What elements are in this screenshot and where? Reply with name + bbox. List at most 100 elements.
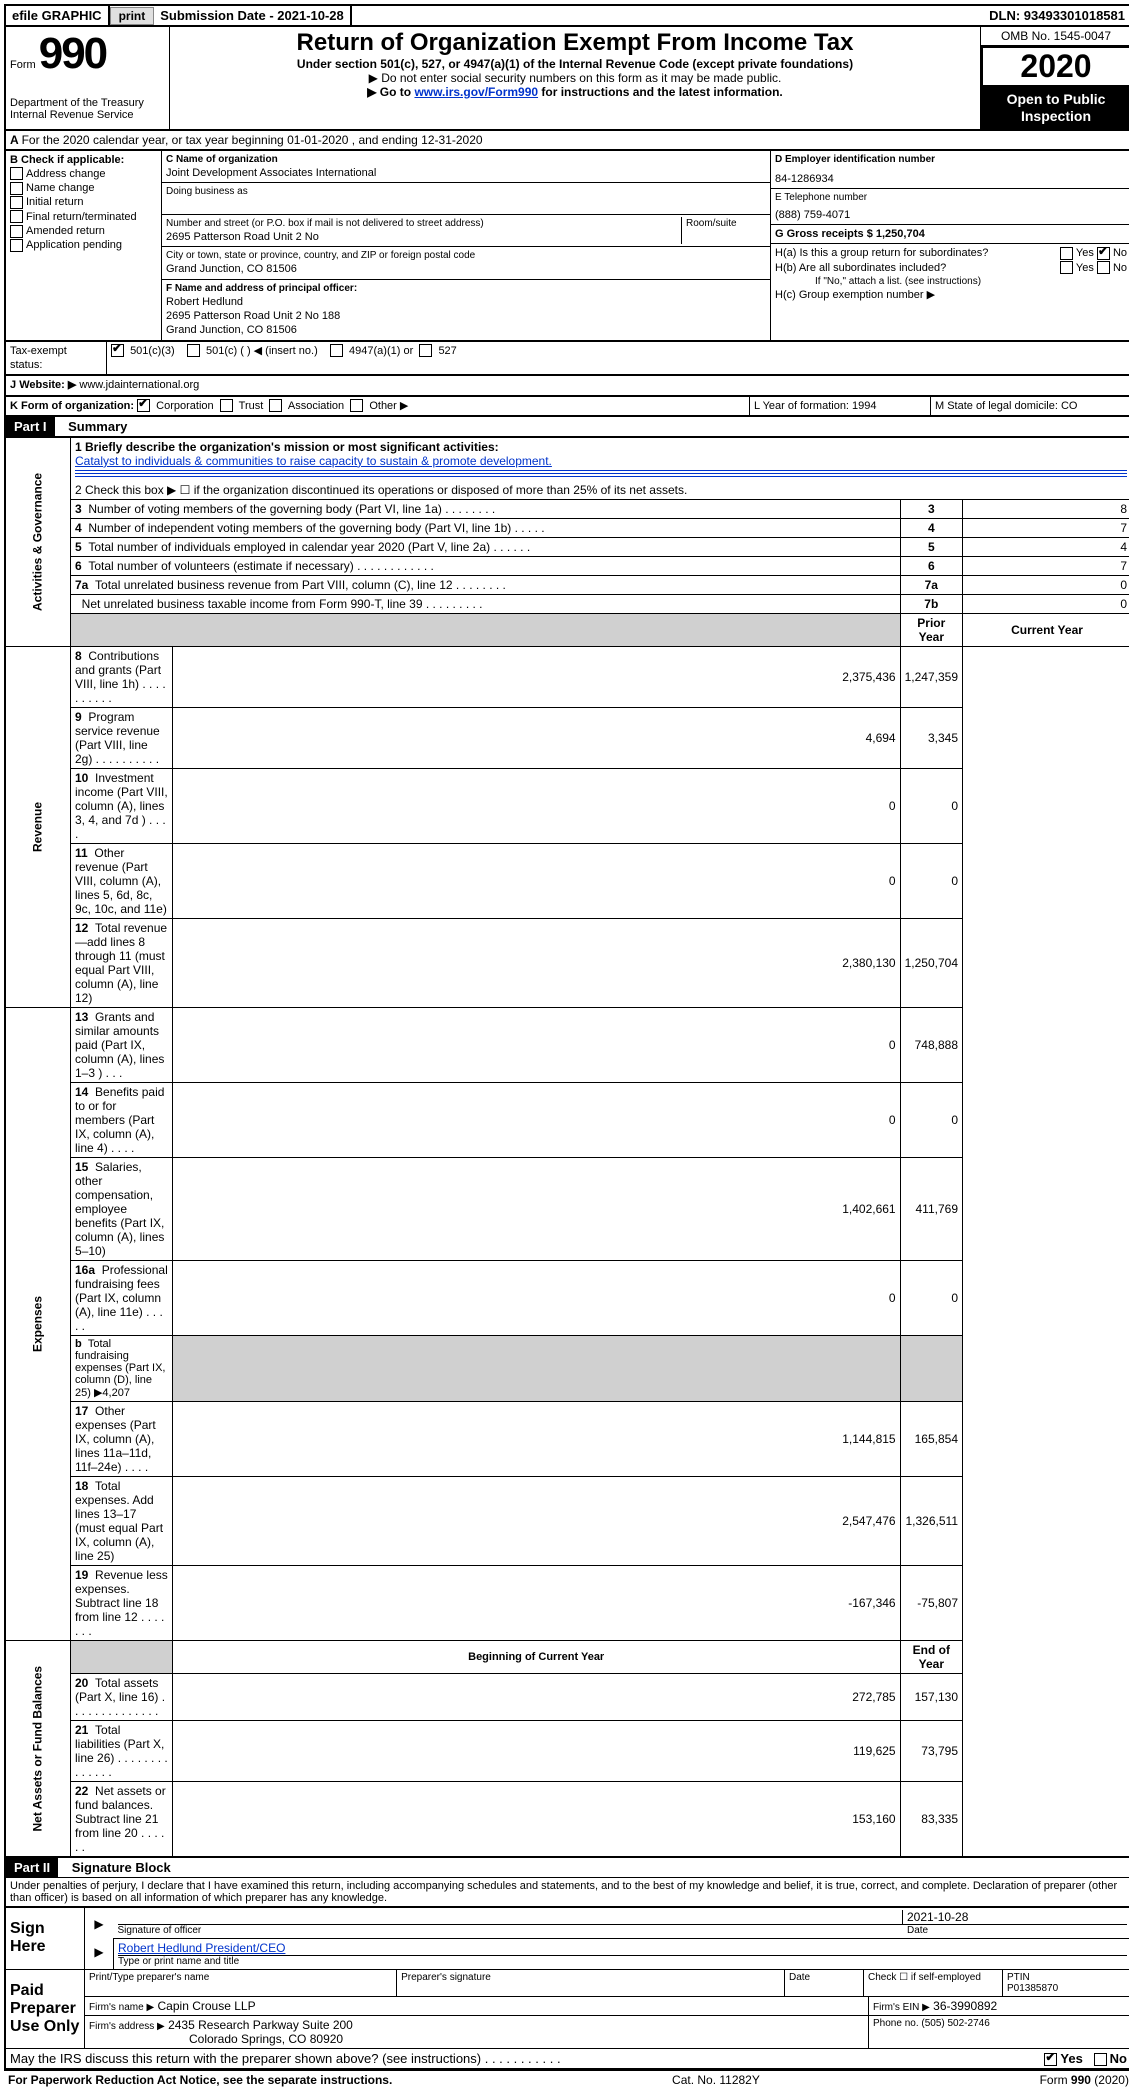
exp-row: 14 Benefits paid to or for members (Part… (5, 1082, 1129, 1157)
omb-number: OMB No. 1545-0047 (981, 27, 1129, 46)
dba-label: Doing business as (166, 185, 766, 198)
sig-date: 2021-10-28 (902, 1910, 1127, 1924)
mission-text[interactable]: Catalyst to individuals & communities to… (75, 454, 1127, 468)
exp-row: 17 Other expenses (Part IX, column (A), … (5, 1401, 1129, 1476)
print-button[interactable]: print (110, 7, 155, 25)
discuss-label: May the IRS discuss this return with the… (10, 2051, 1044, 2066)
phone: (888) 759-4071 (775, 208, 1127, 222)
room-label: Room/suite (686, 217, 766, 230)
check-app-pending[interactable]: Application pending (10, 238, 157, 252)
identification-grid: B Check if applicable: Address change Na… (4, 151, 1129, 342)
firm-name-label: Firm's name ▶ (89, 2002, 154, 2013)
box-m: M State of legal domicile: CO (931, 397, 1129, 415)
city-state-zip: Grand Junction, CO 81506 (166, 262, 766, 276)
officer-addr1: 2695 Patterson Road Unit 2 No 188 (166, 309, 766, 323)
sig-officer-label: Signature of officer (118, 1925, 908, 1936)
gov-row: 7a Total unrelated business revenue from… (5, 575, 1129, 594)
rev-row: 9 Program service revenue (Part VIII, li… (5, 707, 1129, 768)
paid-preparer: Paid Preparer Use Only (5, 1969, 85, 2048)
firm-name: Capin Crouse LLP (158, 1999, 256, 2013)
perjury-statement: Under penalties of perjury, I declare th… (4, 1878, 1129, 1907)
efile-label: efile GRAPHIC (6, 6, 110, 25)
firm-phone: Phone no. (505) 502-2746 (869, 2016, 1129, 2048)
discuss-yesno[interactable]: Yes No (1044, 2051, 1127, 2066)
exp-row: 15 Salaries, other compensation, employe… (5, 1157, 1129, 1260)
box-g: G Gross receipts $ 1,250,704 (775, 228, 925, 240)
part2-title: Signature Block (62, 1860, 171, 1875)
vlabel-expenses: Expenses (5, 1007, 71, 1640)
box-f-label: F Name and address of principal officer: (166, 282, 766, 295)
h-b: H(b) Are all subordinates included? (775, 261, 946, 275)
firm-addr-label: Firm's address ▶ (89, 2021, 165, 2032)
col-prior: Prior Year (900, 613, 962, 646)
part2-header: Part II (6, 1858, 58, 1877)
prep-sig-label: Preparer's signature (397, 1970, 785, 1996)
check-address-change[interactable]: Address change (10, 167, 157, 181)
dln: DLN: 93493301018581 (983, 6, 1129, 25)
box-c-label: C Name of organization (166, 153, 766, 166)
city-label: City or town, state or province, country… (166, 249, 766, 262)
signature-table: Sign Here ▶▶ 2021-10-28 Signature of off… (4, 1907, 1129, 2049)
tax-year: 2020 (981, 46, 1129, 87)
ha-yesno[interactable]: Yes No (1060, 246, 1127, 260)
net-row: 21 Total liabilities (Part X, line 26) .… (5, 1720, 1129, 1781)
vlabel-governance: Activities & Governance (5, 437, 71, 646)
org-name: Joint Development Associates Internation… (166, 166, 766, 180)
submission-date: Submission Date - 2021-10-28 (154, 6, 352, 25)
ptin-label: PTIN (1007, 1972, 1030, 1983)
h-b-note: If "No," attach a list. (see instruction… (815, 275, 1127, 288)
rev-row: 11 Other revenue (Part VIII, column (A),… (5, 843, 1129, 918)
check-initial-return[interactable]: Initial return (10, 195, 157, 209)
gov-row: 6 Total number of volunteers (estimate i… (5, 556, 1129, 575)
prep-date-label: Date (785, 1970, 864, 1996)
gov-row: 3 Number of voting members of the govern… (5, 499, 1129, 518)
check-final-return[interactable]: Final return/terminated (10, 210, 157, 224)
firm-ein: 36-3990892 (933, 1999, 997, 2013)
col-begin: Beginning of Current Year (172, 1640, 900, 1673)
note-goto: ▶ Go to www.irs.gov/Form990 for instruct… (174, 85, 976, 99)
pra-notice: For Paperwork Reduction Act Notice, see … (8, 2073, 392, 2087)
vlabel-revenue: Revenue (5, 646, 71, 1007)
form-footer: Form 990 (2020) (1040, 2073, 1129, 2087)
tax-exempt-options[interactable]: 501(c)(3) 501(c) ( ) ◀ (insert no.) 4947… (107, 342, 1129, 360)
officer-type-name[interactable]: Robert Hedlund President/CEO (118, 1941, 1127, 1956)
box-b-heading: B Check if applicable: (10, 153, 157, 167)
box-d-label: D Employer identification number (775, 153, 1127, 166)
cat-no: Cat. No. 11282Y (672, 2073, 760, 2087)
website-url: www.jdainternational.org (79, 379, 199, 391)
irs-link[interactable]: www.irs.gov/Form990 (414, 85, 538, 99)
footer: For Paperwork Reduction Act Notice, see … (4, 2070, 1129, 2089)
rev-row: 12 Total revenue—add lines 8 through 11 … (5, 918, 1129, 1007)
box-e-label: E Telephone number (775, 191, 1127, 204)
website-label: Website: ▶ (19, 379, 76, 391)
form-number: 990 (39, 29, 106, 78)
check-amended[interactable]: Amended return (10, 224, 157, 238)
gov-row: 4 Number of independent voting members o… (5, 518, 1129, 537)
exp-row: b Total fundraising expenses (Part IX, c… (5, 1335, 1129, 1401)
form-title: Return of Organization Exempt From Incom… (174, 29, 976, 57)
check-name-change[interactable]: Name change (10, 181, 157, 195)
street-address: 2695 Patterson Road Unit 2 No (166, 230, 677, 244)
box-k[interactable]: K Form of organization: Corporation Trus… (6, 397, 749, 415)
firm-addr1: 2435 Research Parkway Suite 200 (168, 2018, 353, 2032)
col-current: Current Year (963, 613, 1129, 646)
net-row: 20 Total assets (Part X, line 16) . . . … (5, 1673, 1129, 1720)
ein: 84-1286934 (775, 172, 1127, 186)
sign-here: Sign Here (5, 1907, 85, 1969)
col-end: End of Year (900, 1640, 962, 1673)
prep-name-label: Print/Type preparer's name (85, 1970, 397, 1996)
tax-exempt-label: Tax-exempt status: (6, 342, 106, 375)
part1-title: Summary (58, 419, 127, 434)
hb-yesno[interactable]: Yes No (1060, 261, 1127, 275)
note-ssn: ▶ Do not enter social security numbers o… (174, 71, 976, 85)
exp-row: 19 Revenue less expenses. Subtract line … (5, 1565, 1129, 1640)
net-row: 22 Net assets or fund balances. Subtract… (5, 1781, 1129, 1857)
box-j-label: J (10, 379, 16, 391)
gov-row: Net unrelated business taxable income fr… (5, 594, 1129, 613)
firm-addr2: Colorado Springs, CO 80920 (189, 2032, 343, 2046)
self-employed[interactable]: Check ☐ if self-employed (864, 1970, 1003, 1996)
date-label: Date (907, 1925, 1127, 1936)
vlabel-net: Net Assets or Fund Balances (5, 1640, 71, 1857)
exp-row: 16a Professional fundraising fees (Part … (5, 1260, 1129, 1335)
h-c: H(c) Group exemption number ▶ (775, 288, 1127, 302)
